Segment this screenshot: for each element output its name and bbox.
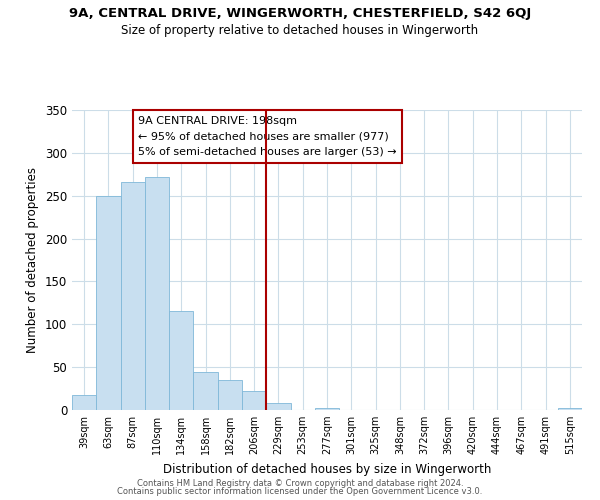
Text: Size of property relative to detached houses in Wingerworth: Size of property relative to detached ho…: [121, 24, 479, 37]
Bar: [193, 372, 218, 410]
Text: 9A, CENTRAL DRIVE, WINGERWORTH, CHESTERFIELD, S42 6QJ: 9A, CENTRAL DRIVE, WINGERWORTH, CHESTERF…: [69, 8, 531, 20]
Bar: [242, 391, 266, 410]
Bar: [72, 394, 96, 410]
Text: Contains public sector information licensed under the Open Government Licence v3: Contains public sector information licen…: [118, 488, 482, 496]
Bar: [218, 380, 242, 410]
Text: Contains HM Land Registry data © Crown copyright and database right 2024.: Contains HM Land Registry data © Crown c…: [137, 478, 463, 488]
Bar: [315, 408, 339, 410]
Bar: [121, 182, 145, 410]
Bar: [266, 403, 290, 410]
Y-axis label: Number of detached properties: Number of detached properties: [26, 167, 40, 353]
Bar: [145, 177, 169, 410]
X-axis label: Distribution of detached houses by size in Wingerworth: Distribution of detached houses by size …: [163, 462, 491, 475]
Bar: [558, 408, 582, 410]
Text: 9A CENTRAL DRIVE: 198sqm
← 95% of detached houses are smaller (977)
5% of semi-d: 9A CENTRAL DRIVE: 198sqm ← 95% of detach…: [139, 116, 397, 157]
Bar: [169, 310, 193, 410]
Bar: [96, 196, 121, 410]
